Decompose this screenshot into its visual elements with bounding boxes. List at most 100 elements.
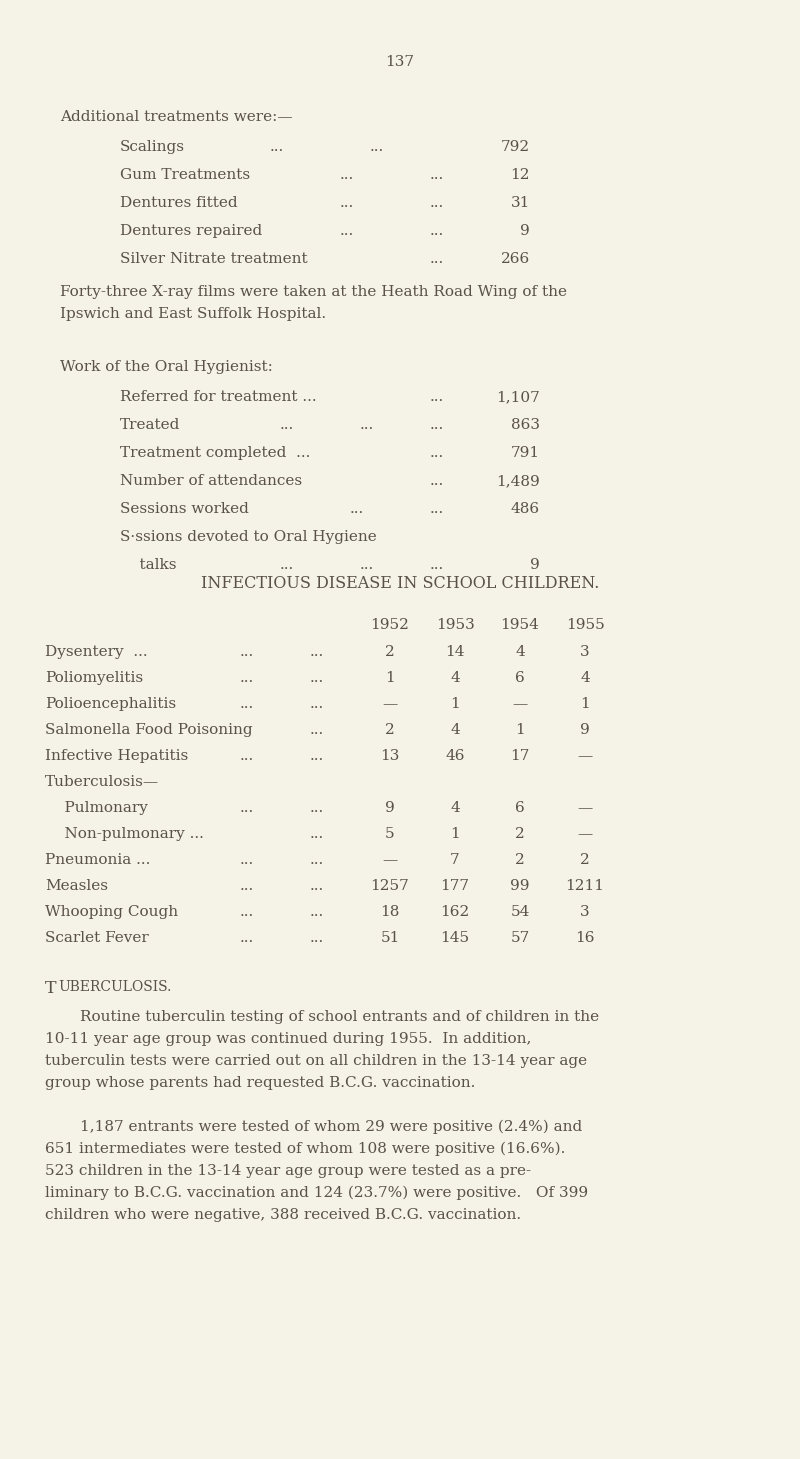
Text: Treatment completed  ...: Treatment completed ...: [120, 446, 310, 460]
Text: ...: ...: [240, 931, 254, 945]
Text: —: —: [578, 827, 593, 840]
Text: —: —: [578, 801, 593, 816]
Text: ...: ...: [240, 854, 254, 867]
Text: 1954: 1954: [501, 619, 539, 632]
Text: tuberculin tests were carried out on all children in the 13-14 year age: tuberculin tests were carried out on all…: [45, 1053, 587, 1068]
Text: ...: ...: [360, 557, 374, 572]
Text: Salmonella Food Poisoning: Salmonella Food Poisoning: [45, 724, 253, 737]
Text: ...: ...: [310, 671, 324, 684]
Text: INFECTIOUS DISEASE IN SCHOOL CHILDREN.: INFECTIOUS DISEASE IN SCHOOL CHILDREN.: [201, 575, 599, 592]
Text: 4: 4: [450, 801, 460, 816]
Text: 1955: 1955: [566, 619, 604, 632]
Text: 1,187 entrants were tested of whom 29 were positive (2.4%) and: 1,187 entrants were tested of whom 29 we…: [80, 1121, 582, 1135]
Text: ...: ...: [340, 196, 354, 210]
Text: 5: 5: [385, 827, 395, 840]
Text: ...: ...: [310, 801, 324, 816]
Text: 162: 162: [440, 905, 470, 919]
Text: 1: 1: [450, 697, 460, 711]
Text: 177: 177: [441, 878, 470, 893]
Text: —: —: [578, 748, 593, 763]
Text: Silver Nitrate treatment: Silver Nitrate treatment: [120, 252, 308, 266]
Text: 4: 4: [450, 724, 460, 737]
Text: 17: 17: [510, 748, 530, 763]
Text: 4: 4: [580, 671, 590, 684]
Text: 486: 486: [511, 502, 540, 516]
Text: ...: ...: [240, 697, 254, 711]
Text: 14: 14: [446, 645, 465, 659]
Text: Number of attendances: Number of attendances: [120, 474, 302, 487]
Text: Non-pulmonary ...: Non-pulmonary ...: [45, 827, 204, 840]
Text: S·ssions devoted to Oral Hygiene: S·ssions devoted to Oral Hygiene: [120, 530, 377, 544]
Text: 1,107: 1,107: [496, 390, 540, 404]
Text: 4: 4: [450, 671, 460, 684]
Text: Ipswich and East Suffolk Hospital.: Ipswich and East Suffolk Hospital.: [60, 306, 326, 321]
Text: Scarlet Fever: Scarlet Fever: [45, 931, 149, 945]
Text: ...: ...: [240, 645, 254, 659]
Text: Dentures fitted: Dentures fitted: [120, 196, 238, 210]
Text: 145: 145: [441, 931, 470, 945]
Text: ...: ...: [310, 878, 324, 893]
Text: 9: 9: [530, 557, 540, 572]
Text: Scalings: Scalings: [120, 140, 185, 155]
Text: Dentures repaired: Dentures repaired: [120, 225, 262, 238]
Text: ...: ...: [430, 252, 444, 266]
Text: 651 intermediates were tested of whom 108 were positive (16.6%).: 651 intermediates were tested of whom 10…: [45, 1142, 566, 1157]
Text: Referred for treatment ...: Referred for treatment ...: [120, 390, 317, 404]
Text: Treated: Treated: [120, 417, 180, 432]
Text: 1: 1: [580, 697, 590, 711]
Text: 16: 16: [575, 931, 594, 945]
Text: 13: 13: [380, 748, 400, 763]
Text: 46: 46: [446, 748, 465, 763]
Text: ...: ...: [270, 140, 284, 155]
Text: 523 children in the 13-14 year age group were tested as a pre-: 523 children in the 13-14 year age group…: [45, 1164, 531, 1177]
Text: 9: 9: [385, 801, 395, 816]
Text: 10-11 year age group was continued during 1955.  In addition,: 10-11 year age group was continued durin…: [45, 1032, 531, 1046]
Text: 1: 1: [385, 671, 395, 684]
Text: Dysentery  ...: Dysentery ...: [45, 645, 148, 659]
Text: Work of the Oral Hygienist:: Work of the Oral Hygienist:: [60, 360, 273, 374]
Text: ...: ...: [360, 417, 374, 432]
Text: ...: ...: [310, 697, 324, 711]
Text: ...: ...: [370, 140, 384, 155]
Text: UBERCULOSIS.: UBERCULOSIS.: [58, 980, 171, 994]
Text: ...: ...: [430, 390, 444, 404]
Text: 2: 2: [385, 724, 395, 737]
Text: Measles: Measles: [45, 878, 108, 893]
Text: 792: 792: [501, 140, 530, 155]
Text: ...: ...: [430, 417, 444, 432]
Text: ...: ...: [430, 168, 444, 182]
Text: ...: ...: [240, 878, 254, 893]
Text: ...: ...: [340, 225, 354, 238]
Text: 1: 1: [450, 827, 460, 840]
Text: ...: ...: [430, 557, 444, 572]
Text: 4: 4: [515, 645, 525, 659]
Text: 31: 31: [510, 196, 530, 210]
Text: Gum Treatments: Gum Treatments: [120, 168, 250, 182]
Text: ...: ...: [240, 801, 254, 816]
Text: ...: ...: [430, 225, 444, 238]
Text: 1952: 1952: [370, 619, 410, 632]
Text: 57: 57: [510, 931, 530, 945]
Text: Pneumonia ...: Pneumonia ...: [45, 854, 150, 867]
Text: ...: ...: [280, 557, 294, 572]
Text: 9: 9: [520, 225, 530, 238]
Text: 9: 9: [580, 724, 590, 737]
Text: ...: ...: [430, 502, 444, 516]
Text: 12: 12: [510, 168, 530, 182]
Text: 1211: 1211: [566, 878, 605, 893]
Text: ...: ...: [240, 748, 254, 763]
Text: 1: 1: [515, 724, 525, 737]
Text: 2: 2: [515, 854, 525, 867]
Text: children who were negative, 388 received B.C.G. vaccination.: children who were negative, 388 received…: [45, 1208, 521, 1223]
Text: T: T: [45, 980, 57, 996]
Text: ...: ...: [310, 854, 324, 867]
Text: 137: 137: [386, 55, 414, 69]
Text: Pulmonary: Pulmonary: [45, 801, 148, 816]
Text: ...: ...: [310, 748, 324, 763]
Text: ...: ...: [280, 417, 294, 432]
Text: ...: ...: [240, 671, 254, 684]
Text: ...: ...: [310, 931, 324, 945]
Text: ...: ...: [350, 502, 364, 516]
Text: 1257: 1257: [370, 878, 410, 893]
Text: ...: ...: [240, 905, 254, 919]
